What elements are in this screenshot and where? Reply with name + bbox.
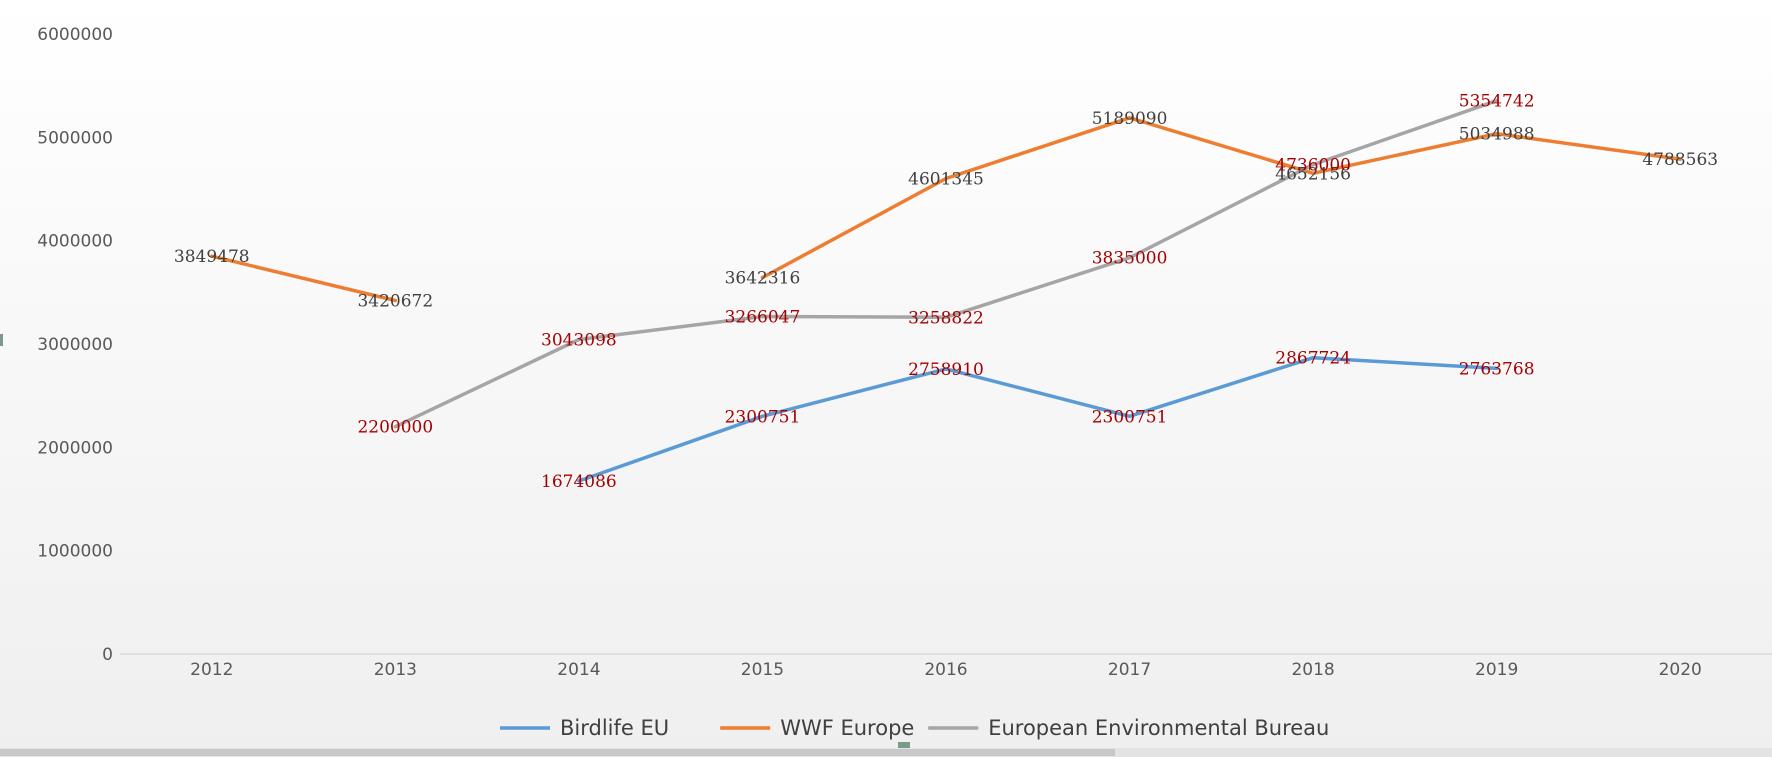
legend-label: European Environmental Bureau <box>988 716 1329 740</box>
y-tick-label: 5000000 <box>37 128 113 148</box>
data-label: 2300751 <box>725 407 801 427</box>
y-tick-label: 1000000 <box>37 542 113 562</box>
x-tick-label: 2013 <box>374 660 417 680</box>
data-label: 5034988 <box>1459 125 1535 145</box>
x-tick-label: 2019 <box>1475 660 1518 680</box>
series-line <box>577 355 1499 483</box>
x-tick-label: 2015 <box>741 660 784 680</box>
data-label: 3043098 <box>541 331 617 351</box>
data-label: 1674086 <box>541 472 617 492</box>
data-label: 3258822 <box>908 308 984 328</box>
x-tick-label: 2012 <box>190 660 233 680</box>
data-label: 5354742 <box>1459 92 1535 112</box>
series-line <box>393 98 1499 429</box>
x-tick-label: 2014 <box>557 660 600 680</box>
y-tick-label: 4000000 <box>37 232 113 252</box>
legend-label: WWF Europe <box>780 716 914 740</box>
plot-area: 0 1000000 2000000 3000000 4000000 5000000 6000… <box>37 25 1772 680</box>
data-label: 3835000 <box>1092 249 1168 269</box>
x-tick-label: 2020 <box>1659 660 1702 680</box>
resize-handle-bottom[interactable] <box>898 742 910 748</box>
x-tick-label: 2016 <box>924 660 967 680</box>
data-label: 4601345 <box>908 170 984 190</box>
series-line <box>210 116 1682 303</box>
data-label: 4788563 <box>1642 150 1718 170</box>
x-tick-label: 2018 <box>1291 660 1334 680</box>
y-tick-label: 3000000 <box>37 335 113 355</box>
x-tick-label: 2017 <box>1108 660 1151 680</box>
resize-handle-left[interactable] <box>0 334 3 346</box>
data-label: 2867724 <box>1275 349 1351 369</box>
data-label: 5189090 <box>1092 109 1168 129</box>
legend: Birdlife EU WWF Europe European Environmen… <box>500 716 1329 740</box>
legend-label: Birdlife EU <box>560 716 669 740</box>
data-label: 4736000 <box>1275 156 1351 176</box>
y-tick-label: 6000000 <box>37 25 113 45</box>
data-label: 4652156 <box>1275 164 1351 184</box>
data-label: 3642316 <box>725 269 801 289</box>
y-tick-label: 2000000 <box>37 438 113 458</box>
data-label: 2758910 <box>908 360 984 380</box>
data-label: 3266047 <box>725 308 801 328</box>
data-label: 3849478 <box>174 247 250 267</box>
data-label: 2300751 <box>1092 407 1168 427</box>
data-label: 2200000 <box>357 418 433 438</box>
data-label: 2763768 <box>1459 359 1535 379</box>
scrollbar-thumb[interactable] <box>0 749 1115 756</box>
y-tick-label: 0 <box>102 645 113 665</box>
data-label: 3420672 <box>357 292 433 312</box>
